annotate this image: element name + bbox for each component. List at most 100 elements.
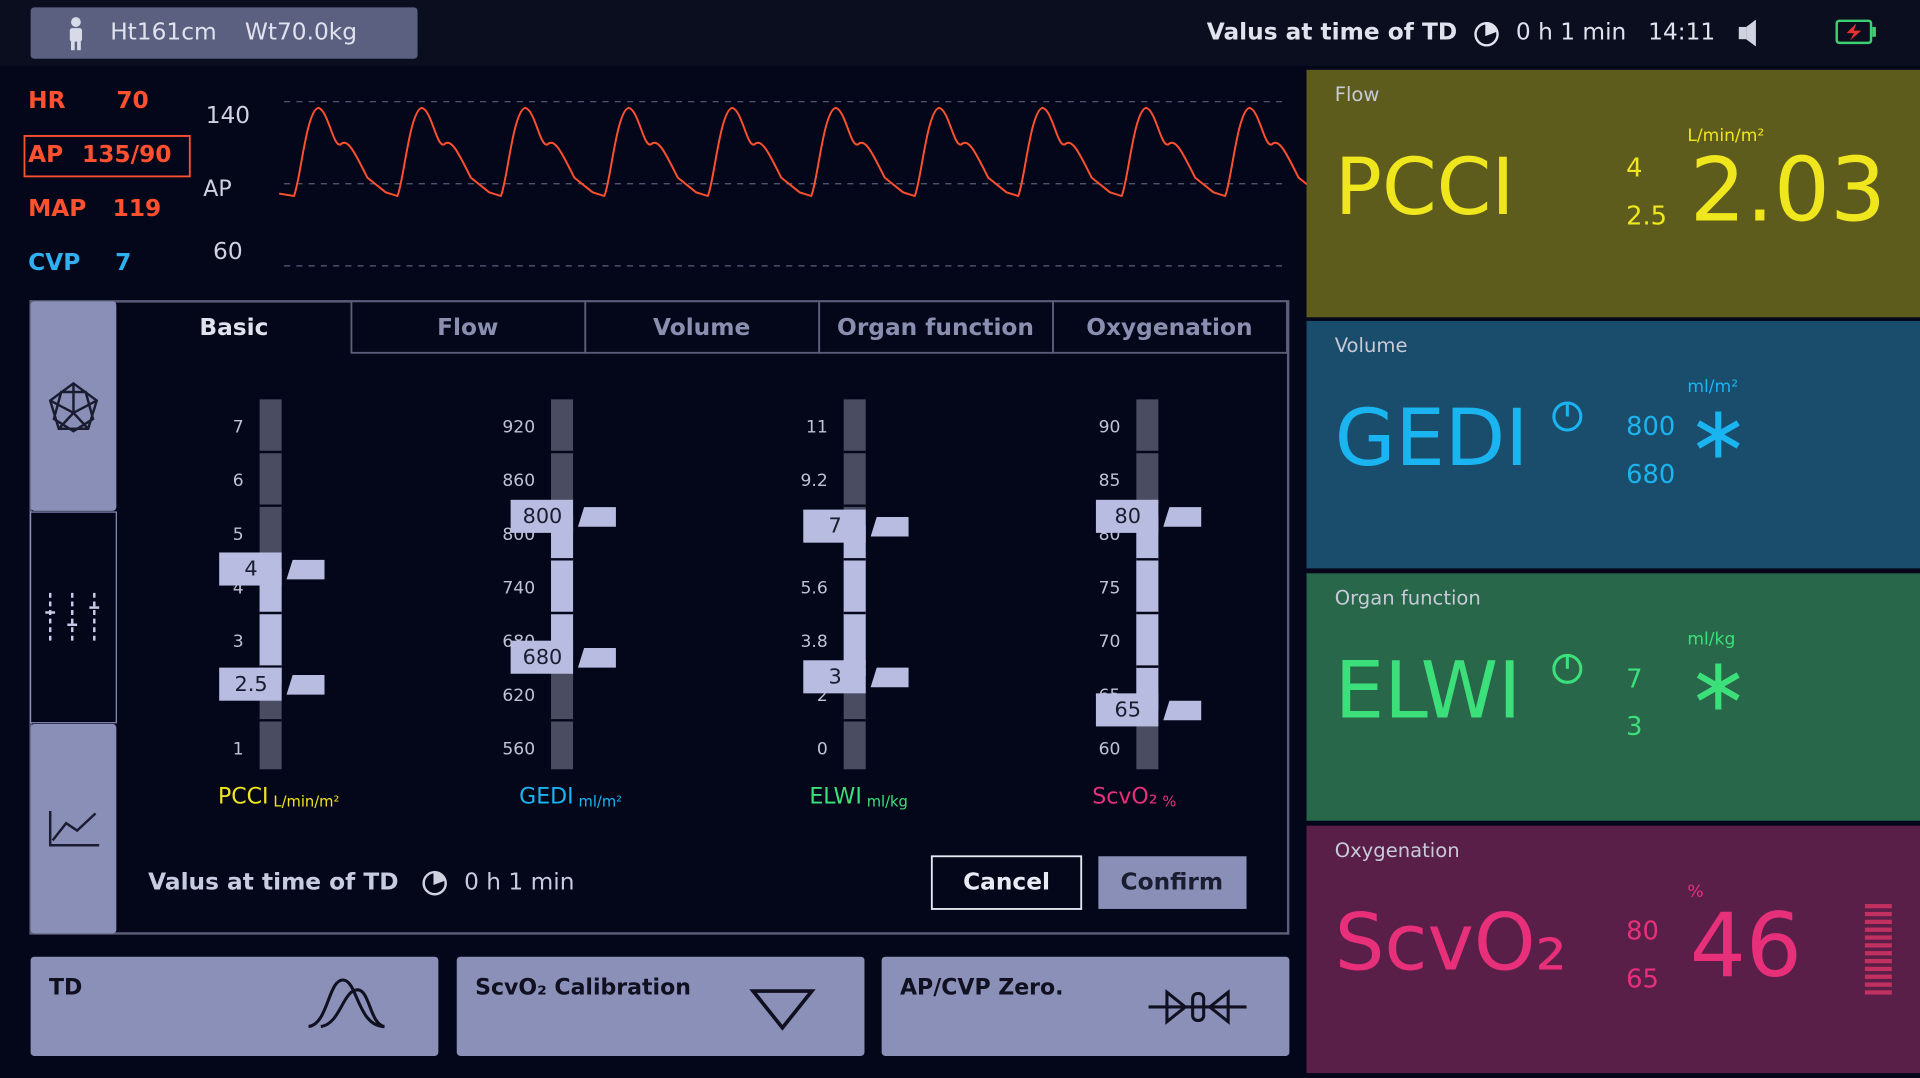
level-bar	[1864, 911, 1892, 917]
gauge-tick: 11	[806, 418, 828, 438]
level-bar	[1864, 966, 1892, 972]
zero-icon	[1148, 989, 1247, 1025]
panel-unit: %	[1687, 882, 1703, 902]
action-button[interactable]	[881, 956, 1290, 1056]
patient-box[interactable]	[30, 7, 418, 59]
panel-title: Oxygenation	[1335, 839, 1460, 862]
tab[interactable]	[350, 300, 587, 354]
vital-label: MAP	[28, 195, 86, 222]
wave-top: 140	[206, 102, 250, 129]
gauge-upper-handle[interactable]	[286, 559, 325, 580]
level-bar	[1864, 990, 1892, 995]
calibration-icon	[749, 989, 816, 1031]
gauge-tick: 9.2	[801, 471, 828, 491]
vital-value: 119	[113, 195, 162, 222]
panel-name: GEDI	[1335, 393, 1529, 484]
panel-timer-icon	[1552, 653, 1583, 684]
action-label: ScvO₂ Calibration	[475, 976, 691, 1001]
panel-unit: ml/m²	[1687, 377, 1738, 397]
gauge-name: PCCI	[218, 784, 269, 809]
sidebar-sliders-tab[interactable]	[30, 511, 117, 724]
gauge-lower-handle[interactable]	[870, 667, 909, 688]
gauge-tick: 5	[233, 525, 244, 545]
gauge-upper-handle[interactable]	[577, 507, 616, 527]
gauge-tick: 4	[233, 578, 244, 598]
gauge-upper-handle[interactable]	[1163, 507, 1202, 527]
confirm-button[interactable]	[1098, 856, 1247, 909]
gauge-upper-box[interactable]	[219, 552, 282, 586]
gauge-name: ScvO₂	[1092, 784, 1157, 809]
gauge-tick: 920	[502, 418, 535, 438]
panel-lower: 2.5	[1626, 201, 1667, 231]
level-bar	[1864, 958, 1892, 964]
gauge-upper-handle[interactable]	[870, 516, 909, 537]
level-bar	[1864, 904, 1892, 909]
gauge-tick: 70	[1099, 632, 1121, 652]
gauge-tick: 1	[233, 739, 244, 759]
vital-value: 70	[116, 87, 148, 114]
gauge-tick: 6	[233, 471, 244, 491]
parameter-panel[interactable]	[1306, 825, 1920, 1074]
panel-name: PCCI	[1335, 142, 1515, 233]
gauge-lower-handle[interactable]	[286, 674, 325, 695]
tab[interactable]	[1052, 300, 1288, 354]
wave-bottom: 60	[213, 238, 243, 265]
gauge-lower-box[interactable]	[1095, 693, 1159, 727]
patient-height: Ht161cm	[110, 19, 216, 46]
gauge-lower-handle[interactable]	[577, 648, 616, 668]
gauge-upper-box[interactable]	[803, 509, 866, 543]
gauge-tick: 75	[1099, 578, 1121, 598]
battery-icon	[1835, 19, 1876, 45]
gauge-unit: ml/kg	[867, 793, 908, 810]
panel-value: ∗	[1687, 643, 1749, 728]
tab-label: Flow	[437, 314, 498, 341]
gauge-tick: 85	[1099, 471, 1121, 491]
tab[interactable]	[584, 300, 821, 354]
gauge-tick: 60	[1099, 739, 1121, 759]
panel-title: Flow	[1335, 83, 1380, 106]
confirm-label: Confirm	[1121, 869, 1224, 896]
panel-value: 46	[1690, 894, 1802, 997]
gauge-upper-box[interactable]	[510, 499, 574, 533]
gauge-unit: L/min/m²	[273, 793, 339, 810]
td-icon	[308, 978, 386, 1029]
parameter-panel[interactable]	[1306, 573, 1920, 821]
gauge-lower-handle[interactable]	[1163, 700, 1202, 721]
radar-icon	[48, 381, 99, 433]
level-bar	[1864, 935, 1892, 940]
action-label: AP/CVP Zero.	[900, 976, 1064, 1001]
gauge-lower-box[interactable]	[219, 667, 282, 701]
cancel-button[interactable]	[930, 855, 1083, 910]
gauge-lower-box[interactable]	[510, 640, 574, 674]
gauge-unit: ml/m²	[579, 793, 623, 810]
gauge-upper-value: 80	[1115, 504, 1141, 528]
gauge-name: GEDI	[519, 784, 573, 809]
tab-label: Oxygenation	[1086, 314, 1252, 341]
gauge-range	[551, 515, 574, 657]
gauge-tick: 740	[502, 578, 535, 598]
gauge-lower-box[interactable]	[803, 660, 866, 694]
action-button[interactable]	[30, 956, 439, 1056]
gauge-tick: 2	[817, 686, 828, 706]
panel-title: Volume	[1335, 334, 1408, 357]
parameter-panel[interactable]	[1306, 69, 1920, 318]
gauge-lower-value: 65	[1115, 697, 1141, 721]
level-bar	[1864, 974, 1892, 979]
vital-value: 7	[115, 249, 131, 276]
tab[interactable]	[818, 300, 1054, 354]
action-button[interactable]	[456, 956, 865, 1056]
panel-timer-icon	[1552, 401, 1583, 432]
panel-title: Organ function	[1335, 587, 1481, 610]
panel-value: ∗	[1687, 390, 1749, 475]
gauge-tick: 3.8	[801, 632, 828, 652]
gauge-range	[259, 568, 282, 684]
gauge-tick: 620	[502, 686, 535, 706]
tab-label: Volume	[653, 314, 750, 341]
panel-upper: 7	[1626, 664, 1642, 694]
panel-lower: 680	[1626, 460, 1675, 490]
parameter-panel[interactable]	[1306, 320, 1920, 569]
wave-label: AP	[203, 177, 231, 202]
gauge-upper-box[interactable]	[1095, 499, 1159, 533]
tab-label: Organ function	[837, 314, 1034, 341]
